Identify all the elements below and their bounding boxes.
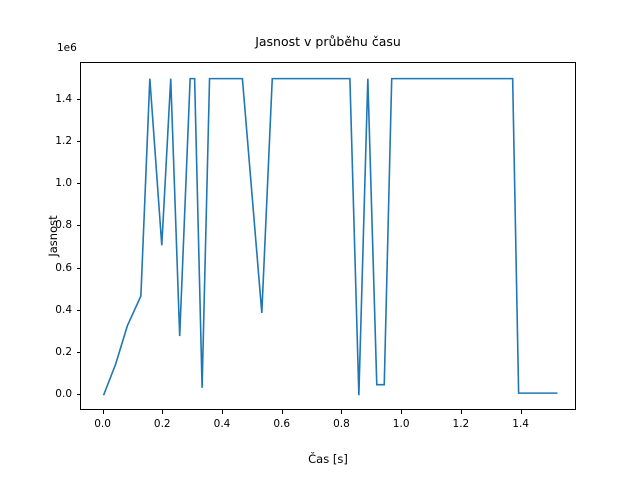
x-tick-mark (221, 410, 223, 414)
x-tick-mark (281, 410, 283, 414)
y-tick-label: 0.6 (55, 261, 72, 274)
x-tick-label: 0.2 (153, 418, 171, 430)
x-tick-mark (162, 410, 164, 414)
y-tick-label: 0.4 (55, 303, 72, 316)
x-tick-mark (341, 410, 343, 414)
x-tick-mark (520, 410, 522, 414)
x-tick-label: 0.4 (213, 418, 231, 430)
x-tick-label: 0.0 (94, 418, 111, 430)
x-tick-label: 1.4 (512, 418, 529, 430)
y-tick-label: 0.2 (55, 346, 72, 359)
x-tick-mark (460, 410, 462, 414)
y-tick-mark (76, 267, 80, 269)
x-tick-mark (102, 410, 104, 414)
x-tick-label: 1.2 (452, 418, 470, 430)
x-tick-mark (401, 410, 403, 414)
y-tick-label: 1.2 (55, 134, 72, 147)
line-chart-svg (102, 77, 558, 396)
x-tick-label: 0.8 (333, 418, 350, 430)
x-tick-label: 1.0 (392, 418, 410, 430)
x-axis-label: Čas [s] (308, 452, 348, 466)
y-axis-offset-text: 1e6 (57, 42, 77, 54)
y-tick-mark (76, 309, 80, 311)
y-tick-mark (76, 183, 80, 185)
chart-title: Jasnost v průběhu času (255, 34, 401, 49)
y-tick-mark (76, 98, 80, 100)
y-tick-mark (76, 394, 80, 396)
y-tick-label: 0.8 (55, 219, 72, 232)
y-tick-mark (76, 352, 80, 354)
y-tick-label: 0.0 (55, 388, 72, 401)
y-tick-mark (76, 225, 80, 227)
y-tick-label: 1.0 (55, 177, 72, 190)
y-tick-mark (76, 140, 80, 142)
data-series-line (102, 77, 558, 396)
x-tick-label: 0.6 (273, 418, 291, 430)
y-tick-label: 1.4 (55, 92, 72, 105)
plot-area (80, 62, 576, 410)
